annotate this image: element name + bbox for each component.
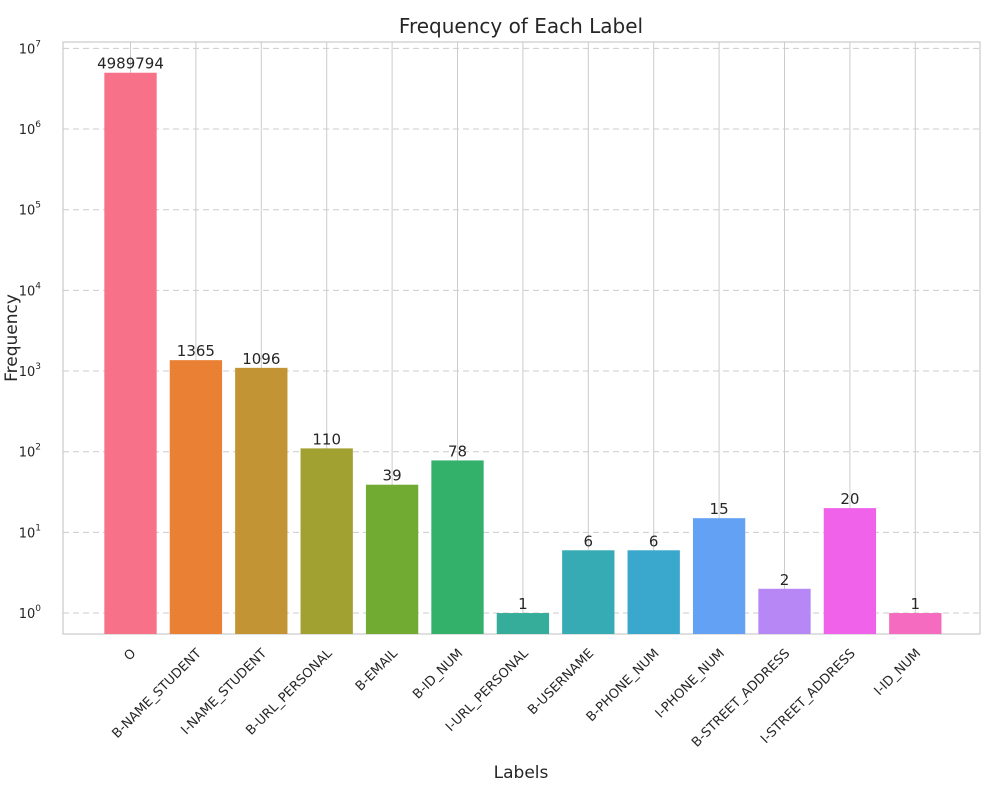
x-tick-label: I-ID_NUM: [872, 646, 925, 699]
y-tick-label: 100: [19, 604, 42, 622]
bar-o: [104, 72, 157, 634]
bar-i-street_address: [823, 508, 877, 634]
bar-value-labels: 4989794 1365 1096 110 39 78 1 6 6 15 2 20 1: [97, 55, 920, 613]
bar-i-id_num: [889, 613, 942, 634]
bar-value-label: 1096: [242, 350, 280, 368]
bar-value-label: 6: [649, 532, 659, 550]
y-tick-label: 102: [19, 443, 41, 461]
chart-title: Frequency of Each Label: [399, 14, 643, 38]
bar-b-id_num: [431, 460, 484, 634]
x-tick-label: I-PHONE_NUM: [653, 646, 728, 721]
y-tick-label: 105: [19, 201, 41, 219]
x-tick-label: B-USERNAME: [525, 646, 597, 718]
y-tick-label: 103: [19, 362, 41, 380]
bar-value-label: 78: [448, 442, 467, 460]
bar-b-phone_num: [627, 550, 680, 634]
y-tick-label: 106: [19, 120, 42, 138]
y-tick-label: 107: [19, 39, 41, 57]
bar-b-url_personal: [300, 448, 353, 634]
x-axis-ticks: OB-NAME_STUDENTI-NAME_STUDENTB-URL_PERSO…: [109, 646, 924, 751]
bar-value-label: 1365: [177, 342, 215, 360]
bar-value-label: 6: [584, 532, 594, 550]
y-tick-label: 101: [19, 523, 41, 541]
bar-value-label: 2: [780, 571, 790, 589]
bar-value-label: 1: [518, 595, 528, 613]
bar-value-label: 15: [710, 500, 729, 518]
y-axis-title: Frequency: [2, 294, 22, 382]
bar-b-username: [562, 550, 615, 634]
bar-b-name_student: [169, 360, 223, 634]
bar-value-label: 39: [383, 467, 402, 485]
bar-i-name_student: [235, 367, 288, 634]
bar-value-label: 1: [911, 595, 921, 613]
bar-value-label: 4989794: [97, 55, 164, 73]
bars: [104, 72, 942, 634]
bar-b-email: [365, 484, 419, 634]
bar-value-label: 20: [840, 490, 859, 508]
bar-b-street_address: [758, 588, 811, 634]
x-tick-label: B-EMAIL: [353, 646, 402, 695]
bar-i-url_personal: [496, 613, 550, 634]
x-tick-label: O: [121, 646, 139, 664]
y-axis-ticks: 100 101 102 103 104 105 106 107: [19, 39, 42, 622]
x-tick-label: B-ID_NUM: [410, 646, 466, 702]
y-tick-label: 104: [19, 281, 42, 299]
bar-value-label: 110: [312, 430, 341, 448]
bar-i-phone_num: [692, 518, 746, 634]
x-axis-title: Labels: [494, 763, 549, 783]
